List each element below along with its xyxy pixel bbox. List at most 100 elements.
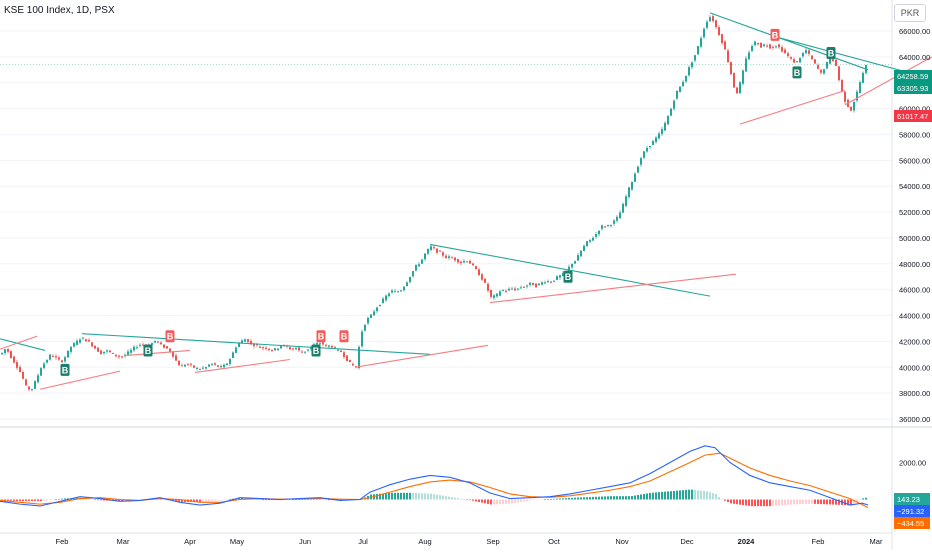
candle-body [220, 366, 222, 368]
candle-body [757, 43, 759, 45]
macd-value-label-bg [894, 505, 930, 517]
x-tick-label: May [230, 537, 244, 546]
macd-histogram-bar [418, 493, 420, 500]
candle-body [49, 354, 51, 360]
currency-button[interactable]: PKR [894, 4, 926, 22]
candle-body [751, 45, 753, 51]
candle-body [619, 212, 621, 219]
candle-body [301, 351, 303, 353]
macd-histogram-bar [661, 491, 663, 500]
macd-histogram-bar [406, 492, 408, 500]
candle-body [586, 241, 588, 246]
macd-histogram-bar [634, 495, 636, 500]
candle-body [673, 100, 675, 109]
macd-histogram-bar [409, 492, 411, 500]
candle-body [700, 38, 702, 47]
candle-body [70, 346, 72, 352]
candle-body [292, 348, 294, 350]
candle-body [805, 50, 807, 54]
candle-body [112, 352, 114, 354]
macd-histogram-bar [559, 498, 561, 500]
macd-histogram-bar [691, 489, 693, 500]
candle-body [547, 281, 549, 283]
candle-body [331, 345, 333, 348]
candle-body [352, 363, 354, 366]
macd-histogram-bar [490, 499, 492, 505]
candle-body [505, 290, 507, 292]
macd-histogram-bar [307, 499, 309, 500]
candle-body [373, 311, 375, 316]
price-label: 64258.59 [894, 70, 932, 82]
macd-histogram-bar [301, 499, 303, 500]
candle-body [601, 225, 603, 229]
candle-body [157, 341, 159, 343]
candle-body [361, 331, 363, 347]
macd-histogram-bar [328, 499, 330, 501]
macd-histogram-bar [31, 499, 33, 502]
buy-marker-box [143, 344, 153, 357]
macd-histogram-bar [847, 499, 849, 506]
macd-histogram-bar [52, 499, 54, 501]
macd-histogram-bar [724, 499, 726, 501]
macd-histogram-bar [682, 490, 684, 500]
macd-histogram-bar [820, 499, 822, 505]
candle-body [520, 287, 522, 289]
candle-body [694, 55, 696, 61]
candle-body [841, 79, 843, 92]
macd-histogram-bar [817, 499, 819, 504]
macd-histogram-bar [721, 499, 723, 500]
y-tick-label: 60000.00 [899, 105, 930, 114]
macd-value-label: −434.55 [894, 517, 930, 529]
candle-body [10, 351, 12, 359]
macd-histogram-bar [796, 499, 798, 505]
candle-body [262, 347, 264, 349]
x-tick-label: Aug [418, 537, 431, 546]
buy-signal-marker: B [60, 363, 70, 376]
macd-histogram-bar [649, 493, 651, 500]
macd-value-label: 143.23 [894, 493, 930, 505]
macd-histogram-bar [394, 492, 396, 500]
candle-body [556, 276, 558, 280]
macd-histogram-bar [196, 499, 198, 502]
candle-body [181, 365, 183, 367]
y-tick-label: 56000.00 [899, 156, 930, 165]
macd-histogram-bar [625, 496, 627, 500]
macd-histogram-bar [706, 491, 708, 500]
macd-histogram-bar [73, 498, 75, 500]
candle-body [448, 256, 450, 258]
candle-body [709, 17, 711, 22]
candle-body [745, 58, 747, 72]
candle-body [52, 356, 54, 358]
macd-histogram-bar [577, 497, 579, 500]
candle-body [91, 342, 93, 347]
candle-body [637, 166, 639, 173]
candle-body [139, 344, 141, 346]
macd-histogram-bar [61, 498, 63, 500]
macd-histogram-bar [631, 496, 633, 500]
y-tick-label: 50000.00 [899, 234, 930, 243]
candle-body [616, 216, 618, 221]
candle-body [433, 247, 435, 249]
macd-histogram-bar [778, 499, 780, 506]
x-tick-label: Feb [812, 537, 825, 546]
candle-body [595, 234, 597, 237]
macd-histogram-bar [685, 489, 687, 500]
macd-histogram-bar [826, 499, 828, 505]
macd-histogram-bar [403, 492, 405, 500]
macd-histogram-bar [502, 499, 504, 504]
candle-body [76, 340, 78, 345]
candle-body [538, 283, 540, 286]
candle-body [607, 224, 609, 226]
candle-body [724, 41, 726, 50]
candle-body [175, 355, 177, 361]
candle-body [832, 59, 834, 62]
candle-body [655, 137, 657, 143]
macd-histogram-bar [391, 492, 393, 500]
candle-body [457, 259, 459, 263]
candle-body [610, 225, 612, 227]
candle-body [643, 151, 645, 158]
candle-body [133, 346, 135, 351]
candle-body [193, 365, 195, 368]
macd-histogram-bar [271, 499, 273, 501]
